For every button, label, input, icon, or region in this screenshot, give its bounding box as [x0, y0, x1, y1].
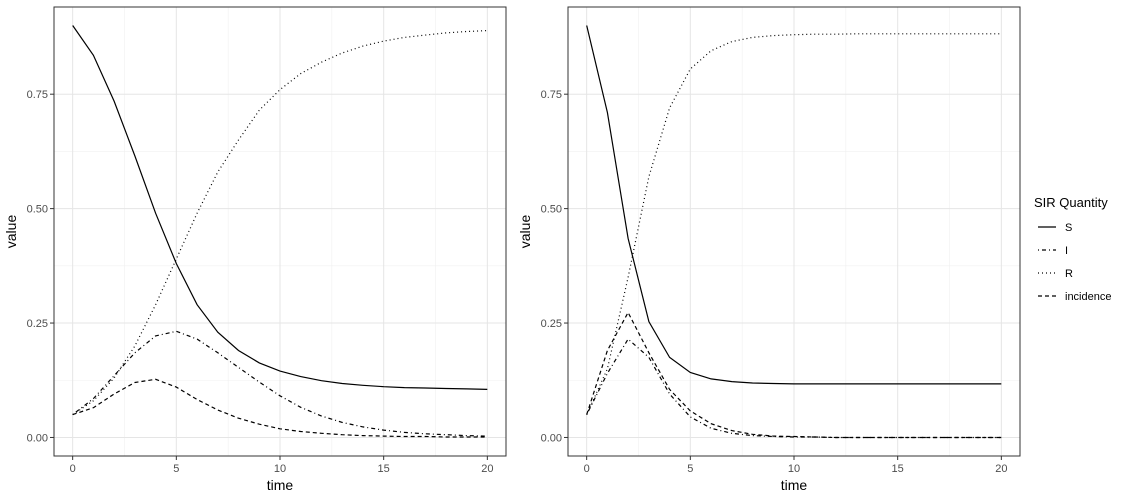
y-tick-label: 0.00: [541, 432, 562, 444]
x-tick-label: 20: [481, 463, 493, 475]
panel-left: 0 5 10 15 20 0.00 0.25 0.50 0.75 time value: [3, 6, 507, 493]
y-tick-label: 0.25: [27, 318, 48, 330]
legend-title: SIR Quantity: [1034, 195, 1108, 210]
y-tick-label: 0.75: [27, 89, 48, 101]
x-axis-title: time: [267, 477, 294, 493]
series-line-I: [72, 330, 488, 437]
series-line-S: [586, 25, 1002, 385]
x-axis-title: time: [781, 477, 808, 493]
y-tick-label: 0.00: [27, 432, 48, 444]
y-tick-label: 0.50: [27, 204, 48, 216]
series-line-R: [72, 30, 488, 416]
y-tick-label: 0.50: [541, 204, 562, 216]
x-tick-label: 20: [995, 463, 1007, 475]
x-tick-label: 0: [70, 463, 76, 475]
series-line-I: [586, 338, 1002, 439]
x-tick-label: 10: [788, 463, 800, 475]
x-tick-label: 5: [173, 463, 179, 475]
series-line-S: [72, 25, 488, 390]
panel-right: 0 5 10 15 20 0.00 0.25 0.50 0.75 time value: [517, 6, 1021, 493]
y-axis-title: value: [517, 215, 533, 249]
legend-label-I: I: [1065, 245, 1068, 257]
y-axis-title: value: [3, 215, 19, 249]
series-line-incidence: [72, 378, 488, 438]
series-line-incidence: [586, 311, 1002, 439]
x-tick-label: 15: [892, 463, 904, 475]
legend-label-S: S: [1065, 222, 1072, 234]
y-tick-label: 0.75: [541, 89, 562, 101]
x-tick-label: 10: [274, 463, 286, 475]
legend-label-incidence: incidence: [1065, 291, 1111, 303]
legend-label-R: R: [1065, 268, 1073, 280]
y-tick-label: 0.25: [541, 318, 562, 330]
x-tick-label: 0: [584, 463, 590, 475]
x-tick-label: 5: [687, 463, 693, 475]
x-tick-label: 15: [378, 463, 390, 475]
